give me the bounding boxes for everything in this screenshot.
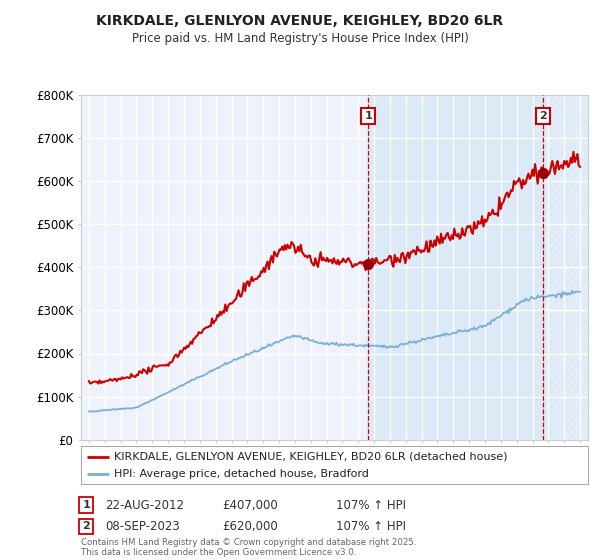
Text: KIRKDALE, GLENLYON AVENUE, KEIGHLEY, BD20 6LR (detached house): KIRKDALE, GLENLYON AVENUE, KEIGHLEY, BD2… bbox=[114, 451, 508, 461]
Text: 2: 2 bbox=[539, 111, 547, 121]
Text: £407,000: £407,000 bbox=[222, 498, 278, 512]
Bar bbox=[368, 95, 544, 440]
Text: KIRKDALE, GLENLYON AVENUE, KEIGHLEY, BD20 6LR: KIRKDALE, GLENLYON AVENUE, KEIGHLEY, BD2… bbox=[97, 14, 503, 28]
Text: Price paid vs. HM Land Registry's House Price Index (HPI): Price paid vs. HM Land Registry's House … bbox=[131, 32, 469, 45]
Text: 22-AUG-2012: 22-AUG-2012 bbox=[105, 498, 184, 512]
Text: HPI: Average price, detached house, Bradford: HPI: Average price, detached house, Brad… bbox=[114, 469, 369, 479]
Text: 1: 1 bbox=[365, 111, 372, 121]
Text: 1: 1 bbox=[82, 500, 90, 510]
Text: 107% ↑ HPI: 107% ↑ HPI bbox=[336, 520, 406, 533]
Bar bbox=[544, 95, 588, 440]
Text: Contains HM Land Registry data © Crown copyright and database right 2025.
This d: Contains HM Land Registry data © Crown c… bbox=[81, 538, 416, 557]
Text: 08-SEP-2023: 08-SEP-2023 bbox=[105, 520, 180, 533]
Text: 2: 2 bbox=[82, 521, 90, 531]
Text: £620,000: £620,000 bbox=[222, 520, 278, 533]
Text: 107% ↑ HPI: 107% ↑ HPI bbox=[336, 498, 406, 512]
